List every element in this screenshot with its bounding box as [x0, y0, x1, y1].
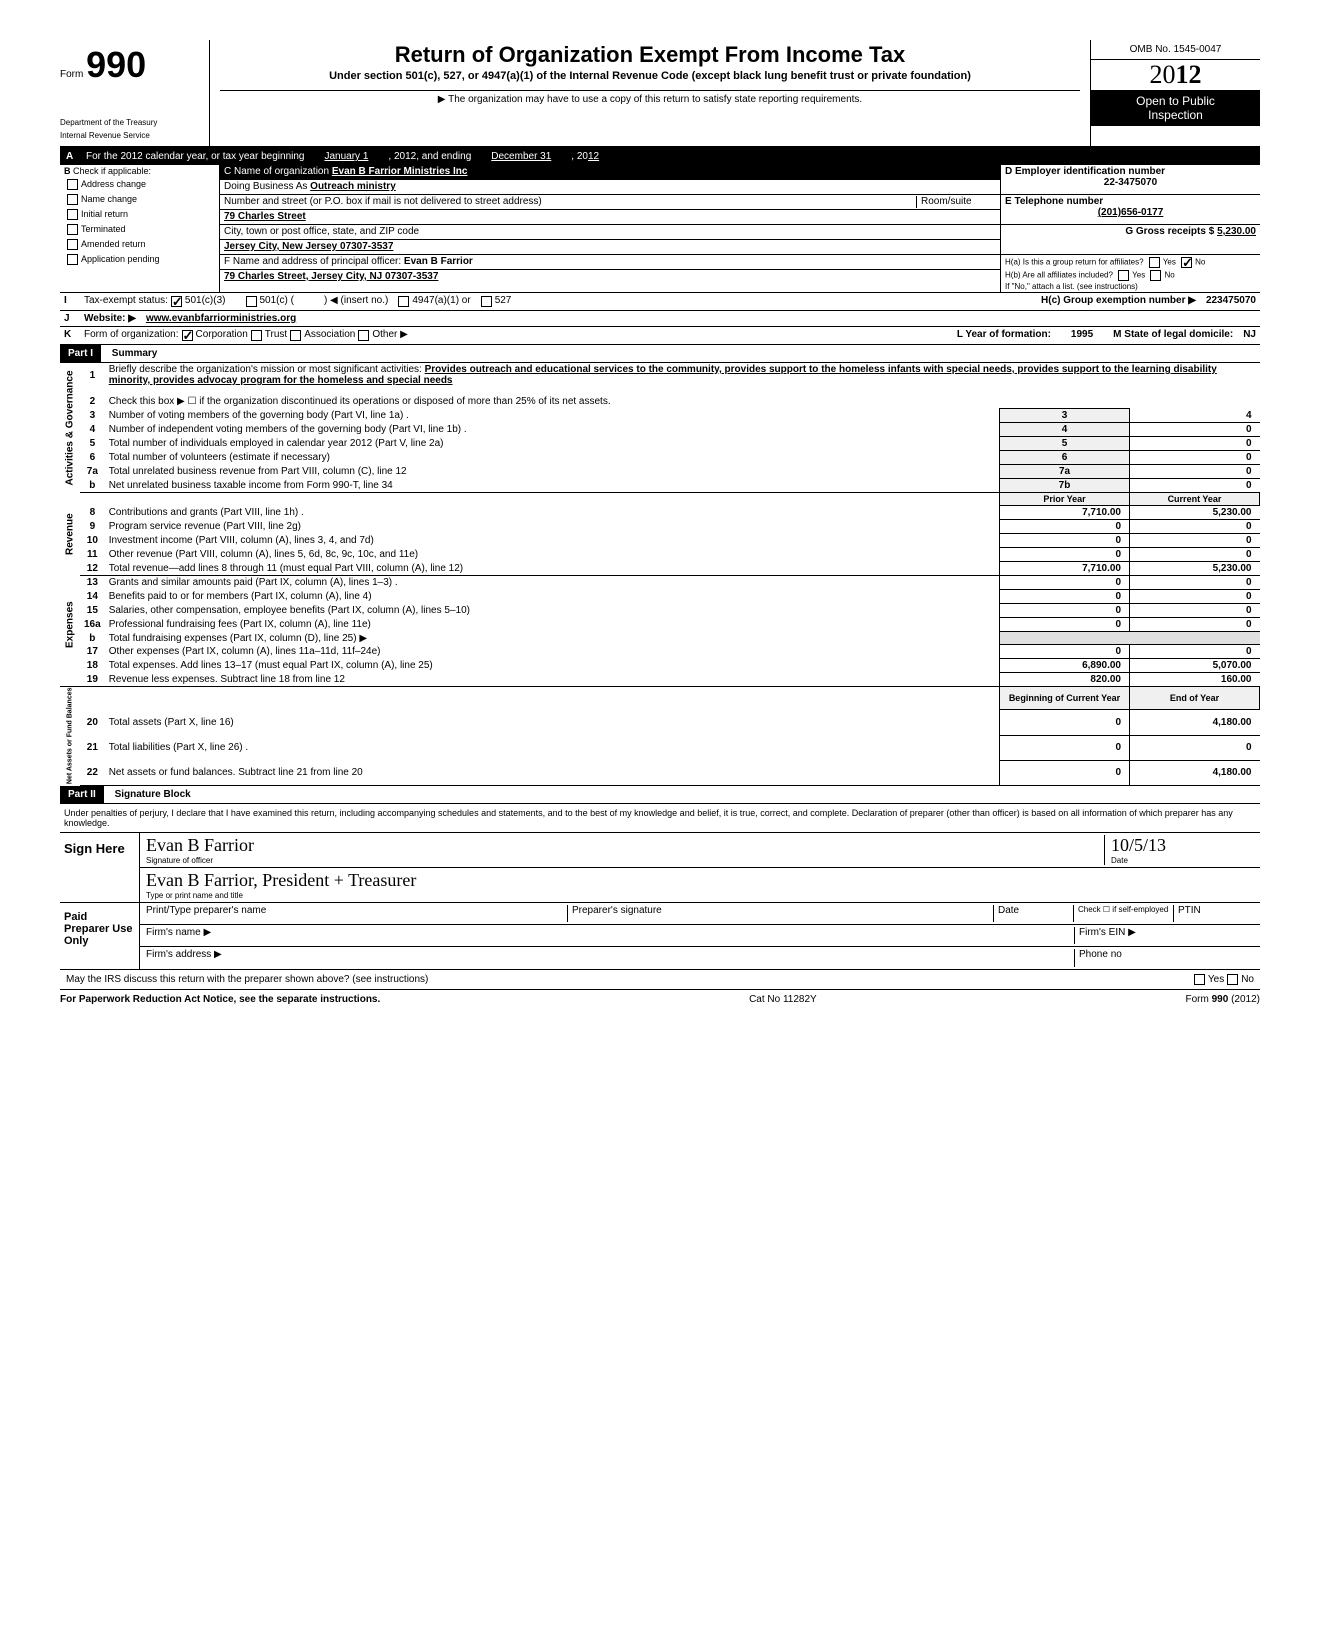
summary-table: Activities & Governance 1 Briefly descri… — [60, 363, 1260, 786]
state-domicile: NJ — [1243, 329, 1256, 342]
initial-return-checkbox[interactable] — [67, 209, 78, 220]
form-number-box: Form 990 Department of the Treasury Inte… — [60, 40, 210, 146]
website-url: www.evanbfarriorministries.org — [146, 313, 296, 324]
org-info-col: C Name of organization Evan B Farrior Mi… — [220, 165, 1000, 292]
year-prefix: 20 — [1150, 60, 1176, 89]
sidebar-expenses: Expenses — [60, 576, 80, 673]
telephone: (201)656-0177 — [1005, 207, 1256, 218]
end-year: 12 — [588, 151, 599, 162]
page-footer: For Paperwork Reduction Act Notice, see … — [60, 990, 1260, 1005]
sidebar-activities: Activities & Governance — [60, 363, 80, 493]
title-box: Return of Organization Exempt From Incom… — [210, 40, 1090, 146]
part1-header: Part I Summary — [60, 345, 1260, 363]
omb-box: OMB No. 1545-0047 2012 Open to Public In… — [1090, 40, 1260, 146]
form-header: Form 990 Department of the Treasury Inte… — [60, 40, 1260, 149]
val-3: 4 — [1130, 409, 1260, 423]
reporting-notice: ▶ The organization may have to use a cop… — [220, 90, 1080, 105]
ha-no-checkbox[interactable] — [1181, 257, 1192, 268]
val-7a: 0 — [1130, 465, 1260, 479]
val-5: 0 — [1130, 437, 1260, 451]
group-exemption: 223475070 — [1206, 295, 1256, 308]
terminated-checkbox[interactable] — [67, 224, 78, 235]
address-change-checkbox[interactable] — [67, 179, 78, 190]
527-checkbox[interactable] — [481, 296, 492, 307]
footer-mid: Cat No 11282Y — [749, 994, 817, 1005]
begin-date: January 1 — [324, 151, 368, 162]
end-date: December 31 — [491, 151, 551, 162]
part2-header: Part II Signature Block — [60, 786, 1260, 804]
ein: 22-3475070 — [1005, 177, 1256, 188]
sign-here-row: Sign Here Evan B Farrior Signature of of… — [60, 833, 1260, 903]
app-pending-checkbox[interactable] — [67, 254, 78, 265]
501c3-checkbox[interactable] — [171, 296, 182, 307]
letter-a: A — [66, 151, 86, 162]
name-change-checkbox[interactable] — [67, 194, 78, 205]
dept-treasury: Department of the Treasury — [60, 116, 210, 129]
check-applicable-col: B Check if applicable: Address change Na… — [60, 165, 220, 292]
other-checkbox[interactable] — [358, 330, 369, 341]
irs-discuss-row: May the IRS discuss this return with the… — [60, 970, 1260, 990]
line-j: J Website: ▶ www.evanbfarriorministries.… — [60, 311, 1260, 327]
line-k: K Form of organization: Corporation Trus… — [60, 327, 1260, 345]
val-6: 0 — [1130, 451, 1260, 465]
dept-irs: Internal Revenue Service — [60, 129, 210, 142]
subtitle: Under section 501(c), 527, or 4947(a)(1)… — [220, 70, 1080, 82]
perjury-statement: Under penalties of perjury, I declare th… — [60, 804, 1260, 833]
trust-checkbox[interactable] — [251, 330, 262, 341]
form-number: 990 — [86, 44, 146, 85]
officer-signature: Evan B Farrior — [146, 835, 1104, 856]
val-7b: 0 — [1130, 479, 1260, 493]
sidebar-netassets: Net Assets or Fund Balances — [60, 687, 80, 786]
irs-no-checkbox[interactable] — [1227, 974, 1238, 985]
principal-officer: Evan B Farrior — [404, 256, 473, 267]
line-i: I Tax-exempt status: 501(c)(3) 501(c) ( … — [60, 293, 1260, 311]
paid-preparer-row: Paid Preparer Use Only Print/Type prepar… — [60, 903, 1260, 970]
sidebar-revenue: Revenue — [60, 493, 80, 576]
sign-here-label: Sign Here — [60, 833, 140, 902]
corp-checkbox[interactable] — [182, 330, 193, 341]
4947-checkbox[interactable] — [398, 296, 409, 307]
501c-checkbox[interactable] — [246, 296, 257, 307]
omb-number: OMB No. 1545-0047 — [1091, 40, 1260, 60]
current-year-header: Current Year — [1130, 493, 1260, 506]
form-word: Form — [60, 69, 83, 80]
year-formation: 1995 — [1071, 329, 1093, 342]
hb-yes-checkbox[interactable] — [1118, 270, 1129, 281]
section-b: B Check if applicable: Address change Na… — [60, 165, 1260, 293]
footer-right: Form 990 (2012) — [1186, 994, 1260, 1005]
year-suffix: 12 — [1176, 60, 1202, 89]
gross-receipts: 5,230.00 — [1217, 226, 1256, 237]
city-state-zip: Jersey City, New Jersey 07307-3537 — [220, 240, 1000, 255]
tax-year: 2012 — [1091, 60, 1260, 90]
irs-yes-checkbox[interactable] — [1194, 974, 1205, 985]
dba-name: Outreach ministry — [310, 181, 396, 192]
right-info-col: D Employer identification number22-34750… — [1000, 165, 1260, 292]
footer-left: For Paperwork Reduction Act Notice, see … — [60, 994, 380, 1005]
line-a: A For the 2012 calendar year, or tax yea… — [60, 149, 1260, 165]
org-name: Evan B Farrior Ministries Inc — [332, 166, 468, 177]
officer-name-title: Evan B Farrior, President + Treasurer — [146, 870, 1254, 891]
officer-address: 79 Charles Street, Jersey City, NJ 07307… — [220, 270, 1000, 285]
paid-preparer-label: Paid Preparer Use Only — [60, 903, 140, 969]
street-address: 79 Charles Street — [220, 210, 1000, 225]
prior-year-header: Prior Year — [1000, 493, 1130, 506]
main-title: Return of Organization Exempt From Incom… — [220, 42, 1080, 68]
open-public: Open to Public Inspection — [1091, 90, 1260, 126]
assoc-checkbox[interactable] — [290, 330, 301, 341]
amended-checkbox[interactable] — [67, 239, 78, 250]
ha-yes-checkbox[interactable] — [1149, 257, 1160, 268]
val-4: 0 — [1130, 423, 1260, 437]
sign-date: 10/5/13 — [1111, 835, 1254, 856]
hb-no-checkbox[interactable] — [1150, 270, 1161, 281]
